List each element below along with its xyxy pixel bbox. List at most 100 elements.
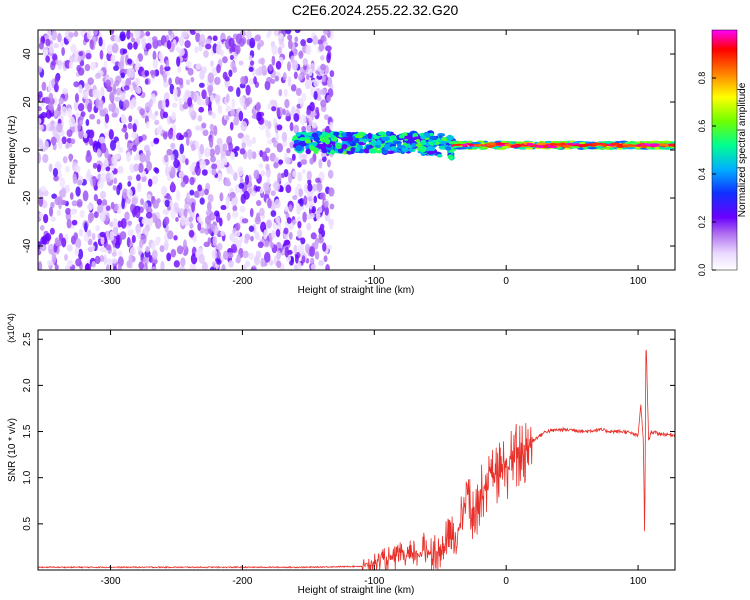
heatmap-cell bbox=[295, 145, 303, 152]
heatmap-cell bbox=[251, 151, 257, 160]
heatmap-cell bbox=[569, 146, 581, 149]
y-tick-label: 20 bbox=[22, 96, 33, 108]
heatmap-cell bbox=[411, 142, 417, 148]
heatmap-cell bbox=[283, 227, 289, 235]
heatmap-cell bbox=[127, 42, 133, 50]
heatmap-cell bbox=[161, 99, 166, 110]
heatmap-cell bbox=[52, 53, 58, 61]
heatmap-cell bbox=[290, 84, 297, 92]
heatmap-cell bbox=[418, 145, 428, 153]
heatmap-cell bbox=[58, 97, 64, 105]
heatmap-cell bbox=[347, 136, 354, 142]
heatmap-cell bbox=[149, 69, 156, 76]
heatmap-cell bbox=[79, 210, 85, 218]
heatmap-cell bbox=[115, 141, 121, 150]
heatmap-cell bbox=[211, 168, 217, 176]
heatmap-cell bbox=[104, 113, 110, 124]
heatmap-cell bbox=[38, 249, 42, 256]
heatmap-cell bbox=[52, 167, 59, 177]
heatmap-cell bbox=[143, 255, 149, 265]
heatmap-cell bbox=[547, 145, 558, 149]
heatmap-cell bbox=[78, 248, 84, 260]
heatmap-cell bbox=[537, 145, 544, 149]
heatmap-cell bbox=[239, 148, 246, 155]
heatmap-cell bbox=[283, 88, 288, 98]
heatmap-cell bbox=[196, 216, 202, 222]
heatmap-cell bbox=[144, 78, 149, 85]
heatmap-cell bbox=[271, 230, 276, 239]
heatmap-cell bbox=[335, 144, 343, 150]
heatmap-cell bbox=[287, 76, 292, 87]
heatmap-cell bbox=[292, 170, 297, 178]
heatmap-cell bbox=[157, 100, 163, 110]
heatmap-cell bbox=[61, 47, 65, 56]
heatmap-cell bbox=[249, 60, 255, 66]
heatmap-cell bbox=[82, 90, 89, 100]
heatmap-cell bbox=[238, 110, 244, 122]
heatmap-cell bbox=[38, 41, 44, 50]
heatmap-cell bbox=[100, 142, 107, 154]
heatmap-cell bbox=[436, 153, 443, 158]
heatmap-cell bbox=[313, 90, 318, 100]
heatmap-cell bbox=[649, 143, 660, 147]
colorbar-gradient bbox=[711, 29, 738, 271]
heatmap-cell bbox=[99, 49, 104, 60]
x-tick-label: 100 bbox=[630, 276, 647, 287]
heatmap-cell bbox=[268, 259, 274, 266]
heatmap-cell bbox=[187, 96, 193, 107]
heatmap-cell bbox=[239, 205, 246, 213]
heatmap-cell bbox=[176, 56, 181, 67]
heatmap-cell bbox=[225, 115, 230, 121]
heatmap-cell bbox=[578, 141, 587, 145]
heatmap-cell bbox=[194, 165, 199, 173]
heatmap-cell bbox=[306, 170, 312, 181]
heatmap-cell bbox=[276, 124, 283, 131]
heatmap-cell bbox=[311, 132, 319, 138]
heatmap-cell bbox=[510, 144, 521, 148]
heatmap-cell bbox=[60, 187, 67, 198]
heatmap-cell bbox=[113, 225, 119, 235]
heatmap-cell bbox=[76, 179, 83, 186]
heatmap-cell bbox=[53, 82, 59, 93]
heatmap-cell bbox=[216, 242, 223, 251]
heatmap-cell bbox=[248, 252, 255, 261]
heatmap-cell bbox=[141, 218, 146, 225]
heatmap-cell bbox=[273, 161, 279, 169]
heatmap-cell bbox=[129, 32, 134, 38]
heatmap-cell bbox=[205, 38, 212, 45]
heatmap-cell bbox=[467, 143, 473, 147]
heatmap-cell bbox=[198, 254, 205, 264]
heatmap-cell bbox=[245, 98, 250, 107]
heatmap-cell bbox=[49, 206, 54, 217]
heatmap-cell bbox=[116, 87, 122, 96]
heatmap-cell bbox=[274, 75, 279, 82]
heatmap-cell bbox=[101, 199, 108, 207]
heatmap-cell bbox=[222, 143, 228, 153]
heatmap-cell bbox=[263, 182, 270, 191]
heatmap-cell bbox=[320, 55, 325, 61]
heatmap-cell bbox=[109, 171, 114, 181]
heatmap-cell bbox=[87, 169, 91, 178]
heatmap-cell bbox=[135, 57, 140, 68]
heatmap-cell bbox=[151, 36, 158, 42]
heatmap-cell bbox=[57, 32, 62, 43]
heatmap-cell bbox=[258, 163, 264, 169]
heatmap-cell bbox=[49, 125, 54, 132]
heatmap-cell bbox=[96, 118, 101, 125]
heatmap-cell bbox=[109, 91, 115, 103]
heatmap-cell bbox=[47, 259, 54, 266]
heatmap-cell bbox=[178, 48, 185, 57]
heatmap-cell bbox=[219, 49, 224, 56]
heatmap-cell bbox=[426, 150, 436, 155]
heatmap-cell bbox=[131, 131, 138, 139]
heatmap-cell bbox=[306, 124, 312, 133]
heatmap-cell bbox=[146, 161, 153, 172]
heatmap-cell bbox=[131, 197, 138, 206]
heatmap-cell bbox=[446, 134, 454, 141]
heatmap-cell bbox=[127, 58, 133, 65]
heatmap-cell bbox=[263, 251, 271, 263]
heatmap-cell bbox=[140, 198, 144, 206]
heatmap-cell bbox=[270, 190, 276, 197]
heatmap-cell bbox=[237, 132, 244, 139]
heatmap-cell bbox=[183, 208, 188, 219]
